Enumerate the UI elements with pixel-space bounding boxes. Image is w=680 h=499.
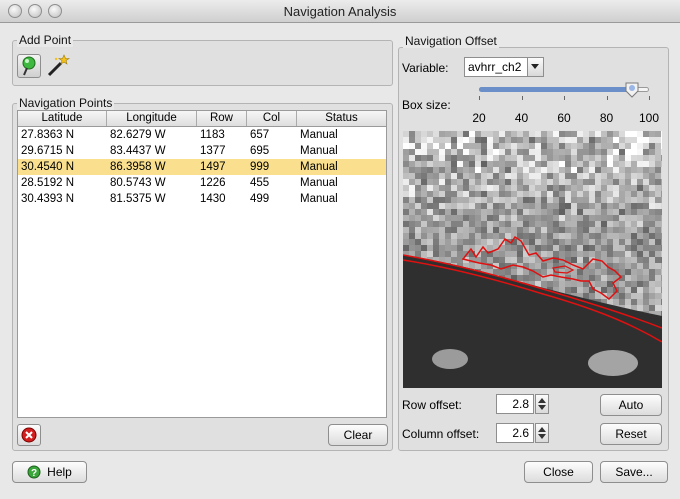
delete-icon (21, 427, 37, 443)
column-offset-input[interactable]: 2.6 (496, 423, 534, 443)
svg-text:?: ? (31, 468, 37, 479)
magic-wand-icon (47, 54, 70, 77)
help-button[interactable]: ? Help (12, 461, 87, 483)
table-cell: 657 (250, 129, 270, 141)
slider-tick (606, 96, 608, 100)
table-cell: Manual (300, 145, 338, 157)
help-label: Help (47, 465, 72, 479)
coastline-bay-outline (461, 235, 623, 300)
coastline-outline-offset (403, 259, 662, 343)
add-point-group (12, 40, 393, 86)
slider-thumb[interactable] (625, 82, 639, 98)
table-cell: 695 (250, 145, 270, 157)
navigation-image-view[interactable] (403, 131, 662, 388)
table-cell: Manual (300, 129, 338, 141)
coastline-outline (403, 254, 662, 329)
box-size-label: Box size: (402, 98, 451, 112)
reset-button[interactable]: Reset (600, 423, 662, 445)
row-offset-input[interactable]: 2.8 (496, 394, 534, 414)
table-cell: Manual (300, 193, 338, 205)
table-cell: 83.4437 W (110, 145, 166, 157)
arrow-up-icon (538, 398, 546, 403)
arrow-up-icon (538, 427, 546, 432)
window-title: Navigation Analysis (283, 4, 397, 19)
table-cell: 1377 (200, 145, 226, 157)
arrow-down-icon (538, 405, 546, 410)
table-cell: 80.5743 W (110, 177, 166, 189)
table-cell: 28.5192 N (21, 177, 75, 189)
table-header: Latitude Longitude Row Col Status (18, 111, 386, 127)
column-header-longitude[interactable]: Longitude (107, 111, 197, 126)
pick-point-button[interactable] (17, 54, 41, 78)
auto-button[interactable]: Auto (600, 394, 662, 416)
arrow-down-icon (538, 434, 546, 439)
column-header-latitude[interactable]: Latitude (18, 111, 107, 126)
delete-point-button[interactable] (17, 424, 41, 446)
satellite-image (403, 131, 662, 388)
variable-label: Variable: (402, 61, 449, 75)
row-offset-stepper[interactable] (535, 394, 549, 414)
minimize-window-icon[interactable] (28, 4, 42, 18)
slider-tick (479, 96, 480, 100)
column-offset-label: Column offset: (402, 427, 480, 441)
slider-tick-label: 20 (472, 111, 486, 125)
navigation-points-legend: Navigation Points (17, 96, 115, 110)
column-offset-stepper[interactable] (535, 423, 549, 443)
variable-select[interactable]: avhrr_ch2 (464, 57, 544, 77)
box-size-slider[interactable]: 20 40 60 80 100 (472, 80, 659, 126)
table-cell: 999 (250, 161, 270, 173)
table-row[interactable]: 27.8363 N 82.6279 W 1183 657 Manual (18, 127, 386, 143)
slider-tick (564, 96, 565, 100)
table-cell: 29.6715 N (21, 145, 75, 157)
column-header-status[interactable]: Status (325, 112, 358, 124)
table-cell: 82.6279 W (110, 129, 166, 141)
slider-tick-label: 40 (514, 111, 529, 125)
slider-tick (521, 96, 523, 100)
table-cell: 1430 (200, 193, 226, 205)
save-button[interactable]: Save... (600, 461, 668, 483)
help-icon: ? (27, 465, 41, 479)
slider-tick (649, 96, 650, 100)
table-cell: 455 (250, 177, 270, 189)
variable-value: avhrr_ch2 (468, 60, 522, 74)
table-cell: 30.4393 N (21, 193, 75, 205)
close-window-icon[interactable] (8, 4, 22, 18)
title-bar: Navigation Analysis (0, 0, 680, 23)
auto-point-button[interactable] (45, 54, 71, 78)
table-row[interactable]: 28.5192 N 80.5743 W 1226 455 Manual (18, 175, 386, 191)
slider-tick-label: 100 (638, 111, 660, 125)
table-cell: Manual (300, 161, 338, 173)
table-row[interactable]: 30.4393 N 81.5375 W 1430 499 Manual (18, 191, 386, 207)
zoom-window-icon[interactable] (48, 4, 62, 18)
table-cell: 86.3958 W (110, 161, 166, 173)
slider-tick-label: 80 (599, 111, 614, 125)
slider-fill (479, 87, 632, 92)
column-header-col[interactable]: Col (247, 111, 297, 126)
column-header-row[interactable]: Row (197, 111, 247, 126)
table-cell: 27.8363 N (21, 129, 75, 141)
navigation-points-table[interactable]: Latitude Longitude Row Col Status 27.836… (17, 110, 387, 418)
table-row[interactable]: 30.4540 N 86.3958 W 1497 999 Manual (18, 159, 386, 175)
row-offset-label: Row offset: (402, 398, 462, 412)
chevron-down-icon (527, 58, 543, 76)
navigation-offset-legend: Navigation Offset (403, 34, 499, 48)
table-cell: 1497 (200, 161, 226, 173)
table-cell: Manual (300, 177, 338, 189)
slider-tick-label: 60 (557, 111, 571, 125)
pick-point-icon (22, 56, 36, 76)
close-button[interactable]: Close (524, 461, 593, 483)
table-cell: 81.5375 W (110, 193, 166, 205)
add-point-legend: Add Point (17, 33, 74, 47)
table-cell: 30.4540 N (21, 161, 75, 173)
table-cell: 499 (250, 193, 270, 205)
table-cell: 1226 (200, 177, 226, 189)
clear-button[interactable]: Clear (328, 424, 388, 446)
table-row[interactable]: 29.6715 N 83.4437 W 1377 695 Manual (18, 143, 386, 159)
table-cell: 1183 (200, 129, 225, 141)
